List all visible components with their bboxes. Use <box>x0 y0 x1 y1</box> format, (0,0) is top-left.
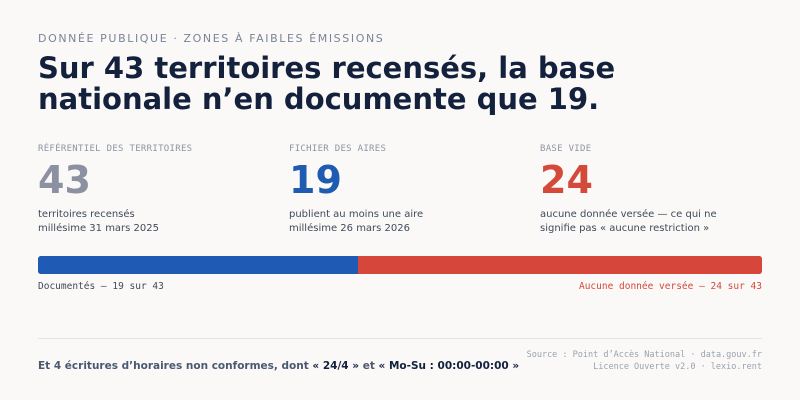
license-line: Licence Ouverte v2.0 · lexio.rent <box>593 362 762 372</box>
coverage-bar-documented <box>38 256 358 274</box>
infographic-card: DONNÉE PUBLIQUE · ZONES À FAIBLES ÉMISSI… <box>38 0 762 400</box>
bar-caption-empty: Aucune donnée versée — 24 sur 43 <box>578 281 762 292</box>
stat-value: 24 <box>540 158 593 202</box>
source-line: Source : Point d’Accès National · data.g… <box>526 350 762 360</box>
stat-referentiel: RÉFÉRENTIEL DES TERRITOIRES 43 territoir… <box>38 144 268 236</box>
stat-desc-line: signifie pas « aucune restriction » <box>540 223 710 234</box>
headline-line-1: Sur 43 territoires recensés, la base <box>38 51 616 85</box>
divider <box>38 338 762 339</box>
stats-row: RÉFÉRENTIEL DES TERRITOIRES 43 territoir… <box>38 144 762 234</box>
stat-desc-line: aucune donnée versée — ce qui ne <box>540 209 717 220</box>
headline-line-2: nationale n’en documente que 19. <box>38 82 600 116</box>
stat-value: 43 <box>38 158 91 202</box>
stat-desc-line: millésime 26 mars 2026 <box>289 223 411 234</box>
coverage-bar-empty <box>358 256 762 274</box>
footnote-code-2: « Mo-Su : 00:00-00:00 » <box>378 360 520 372</box>
headline: Sur 43 territoires recensés, la base nat… <box>38 53 658 115</box>
bar-caption-documented: Documentés — 19 sur 43 <box>38 281 164 292</box>
stat-desc-line: millésime 31 mars 2025 <box>38 223 160 234</box>
coverage-bar <box>38 256 762 274</box>
stat-label: RÉFÉRENTIEL DES TERRITOIRES <box>38 144 193 154</box>
footnote-prefix: Et 4 écritures d’horaires non conformes,… <box>38 360 313 372</box>
footnote-middle: et <box>359 360 379 372</box>
footnote-code-1: « 24/4 » <box>312 360 360 372</box>
stat-description: publient au moins une aire millésime 26 … <box>289 208 519 236</box>
footnote: Et 4 écritures d’horaires non conformes,… <box>38 360 519 372</box>
stat-desc-line: publient au moins une aire <box>289 209 424 220</box>
eyebrow-label: DONNÉE PUBLIQUE · ZONES À FAIBLES ÉMISSI… <box>38 32 385 45</box>
stat-base-vide: BASE VIDE 24 aucune donnée versée — ce q… <box>540 144 770 236</box>
stat-label: FICHIER DES AIRES <box>289 144 387 154</box>
stat-fichier-aires: FICHIER DES AIRES 19 publient au moins u… <box>289 144 519 236</box>
stat-description: territoires recensés millésime 31 mars 2… <box>38 208 268 236</box>
stat-value: 19 <box>289 158 342 202</box>
source-credit: Source : Point d’Accès National · data.g… <box>527 349 762 373</box>
stat-description: aucune donnée versée — ce qui ne signifi… <box>540 208 770 236</box>
stat-desc-line: territoires recensés <box>38 209 135 220</box>
stat-label: BASE VIDE <box>540 144 592 154</box>
